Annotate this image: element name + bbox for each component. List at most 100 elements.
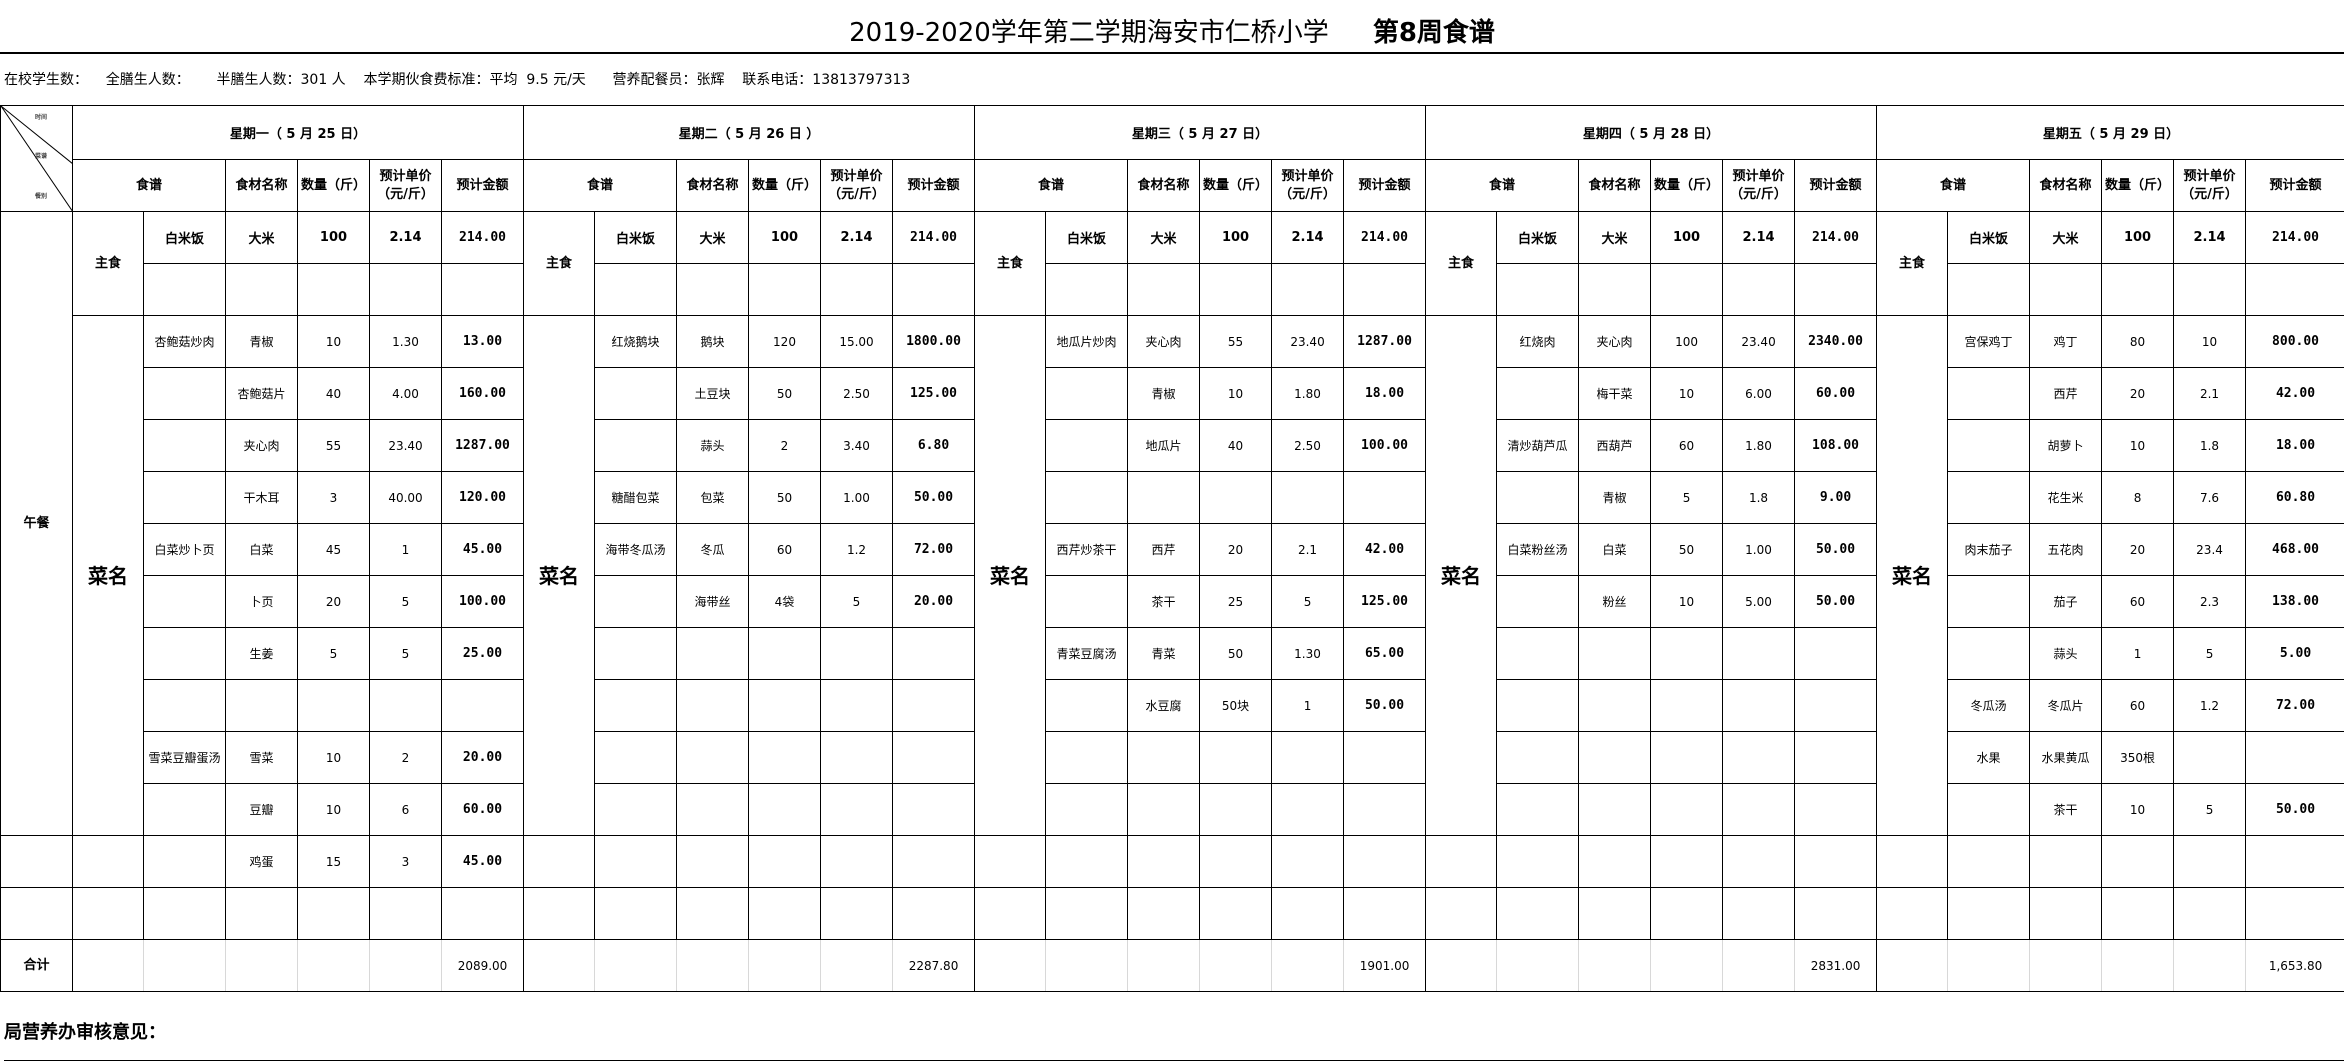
cell-dish — [143, 419, 226, 472]
cell-price: 2.14 — [369, 211, 442, 264]
cell-price — [820, 887, 893, 940]
cell-price — [1722, 679, 1796, 732]
total-empty — [523, 939, 595, 992]
cell-amount: 125.00 — [1343, 575, 1427, 628]
cell-dish — [594, 575, 677, 628]
total-empty — [143, 939, 226, 992]
cell-dish: 白米饭 — [1045, 211, 1129, 264]
cell-dish — [1496, 783, 1580, 836]
cell-ingredient: 冬瓜 — [676, 523, 749, 576]
title-week: 第8周食谱 — [1372, 18, 1495, 48]
cell-ingredient: 白菜 — [225, 523, 298, 576]
cell-dish: 糖醋包菜 — [594, 471, 677, 524]
cell-amount: 100.00 — [1343, 419, 1427, 472]
cell-amount: 50.00 — [2245, 783, 2344, 836]
cell-dish — [1947, 575, 2031, 628]
category-empty — [523, 835, 595, 888]
cell-dish: 红烧鹅块 — [594, 315, 677, 368]
cell-ingredient — [676, 679, 749, 732]
cell-dish: 清炒葫芦瓜 — [1496, 419, 1580, 472]
cell-dish — [594, 419, 677, 472]
cell-qty: 40 — [297, 367, 370, 420]
cell-dish: 雪菜豆瓣蛋汤 — [143, 731, 226, 784]
cell-price — [820, 263, 893, 316]
col-qty: 数量（斤） — [1650, 159, 1724, 212]
cell-ingredient: 青菜 — [1127, 627, 1201, 680]
cell-ingredient — [676, 835, 749, 888]
cell-dish — [1045, 731, 1129, 784]
corner-label-bottom: 餐别 — [35, 193, 48, 200]
cell-qty: 20 — [1199, 523, 1273, 576]
cell-amount — [2245, 887, 2344, 940]
cell-price: 3 — [369, 835, 442, 888]
col-recipe: 食谱 — [1876, 159, 2031, 212]
cell-ingredient: 青椒 — [225, 315, 298, 368]
cell-dish — [1045, 367, 1129, 420]
corner-header: 时间 菜谱 餐别 — [0, 105, 73, 212]
cell-dish — [1045, 263, 1129, 316]
cell-price: 1.30 — [369, 315, 442, 368]
cell-qty: 60 — [748, 523, 821, 576]
cell-price — [1722, 887, 1796, 940]
cell-qty: 15 — [297, 835, 370, 888]
cell-qty: 3 — [297, 471, 370, 524]
col-price: 预计单价（元/斤） — [1271, 159, 1345, 212]
cell-qty — [297, 679, 370, 732]
cell-qty: 100 — [1650, 211, 1724, 264]
cell-qty: 40 — [1199, 419, 1273, 472]
cell-qty — [1199, 783, 1273, 836]
day-header: 星期四（ 5 月 28 日） — [1425, 105, 1878, 160]
cell-price: 1.8 — [1722, 471, 1796, 524]
cell-price — [820, 679, 893, 732]
cell-price: 1 — [369, 523, 442, 576]
total-empty — [2101, 939, 2175, 992]
cell-price: 5 — [2173, 627, 2247, 680]
cell-amount — [1343, 731, 1427, 784]
cell-ingredient — [2029, 887, 2103, 940]
total-empty — [1127, 939, 1201, 992]
col-price: 预计单价（元/斤） — [820, 159, 893, 212]
cell-price: 2.1 — [1271, 523, 1345, 576]
cell-price: 2.50 — [820, 367, 893, 420]
total-empty — [72, 939, 144, 992]
total-empty — [820, 939, 893, 992]
cell-dish — [1496, 835, 1580, 888]
cell-amount: 120.00 — [441, 471, 524, 524]
cell-ingredient: 生姜 — [225, 627, 298, 680]
cell-qty: 100 — [1199, 211, 1273, 264]
cell-amount — [1794, 835, 1878, 888]
cell-qty — [1650, 731, 1724, 784]
cell-dish: 肉末茄子 — [1947, 523, 2031, 576]
cell-ingredient: 茶干 — [1127, 575, 1201, 628]
cell-price: 1.2 — [820, 523, 893, 576]
cell-qty — [1650, 679, 1724, 732]
review-opinion: 局营养办审核意见： — [4, 1008, 2344, 1061]
cell-price — [369, 887, 442, 940]
cell-ingredient — [1127, 263, 1201, 316]
cell-dish — [143, 471, 226, 524]
cell-ingredient — [225, 679, 298, 732]
category-empty — [72, 887, 144, 940]
cell-qty: 10 — [297, 731, 370, 784]
cell-ingredient: 梅干菜 — [1578, 367, 1652, 420]
cell-qty: 55 — [297, 419, 370, 472]
cell-qty — [748, 731, 821, 784]
cell-amount: 13.00 — [441, 315, 524, 368]
cell-amount: 108.00 — [1794, 419, 1878, 472]
total-empty — [225, 939, 298, 992]
col-price: 预计单价（元/斤） — [1722, 159, 1796, 212]
cell-amount — [441, 887, 524, 940]
category-empty — [1876, 887, 1949, 940]
cell-price: 1.80 — [1722, 419, 1796, 472]
table-row: 白菜炒卜页 白菜 45 1 45.00 海带冬瓜汤 冬瓜 60 1.2 72.00 西芹炒茶干 西芹 2… — [1, 523, 2344, 576]
cell-amount: 18.00 — [1343, 367, 1427, 420]
cell-dish: 白米饭 — [594, 211, 677, 264]
cell-qty: 50 — [748, 367, 821, 420]
cell-dish — [143, 263, 226, 316]
col-price: 预计单价（元/斤） — [2173, 159, 2247, 212]
cell-ingredient — [1127, 835, 1201, 888]
cell-ingredient — [676, 731, 749, 784]
cell-amount — [1343, 783, 1427, 836]
cell-dish — [1947, 783, 2031, 836]
table-row: 杏鲍菇片 40 4.00 160.00 土豆块 50 2.50 125.00 青椒 10 1.80 1… — [1, 367, 2344, 420]
